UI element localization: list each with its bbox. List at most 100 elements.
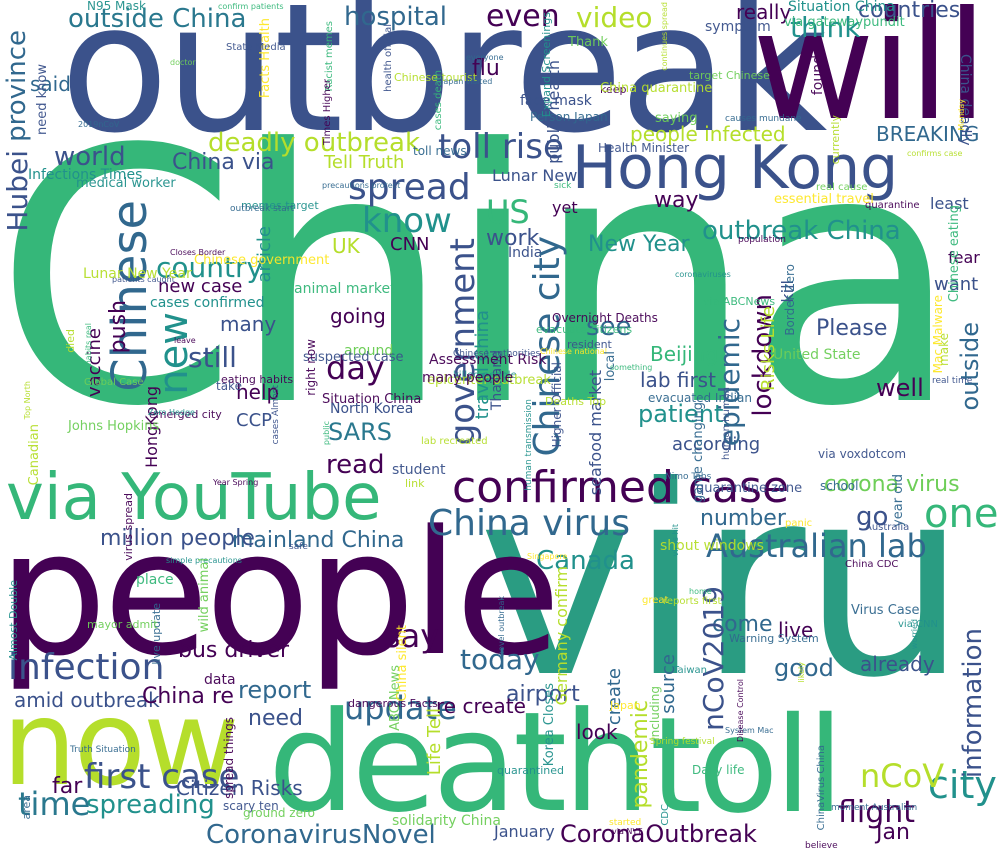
word-confirmed-case: confirmed case [452, 462, 790, 513]
small-word: Truth Situation [70, 745, 136, 755]
word-province: province [2, 30, 32, 142]
small-word: Health Minister [598, 141, 690, 155]
small-word: doctor [170, 58, 196, 67]
small-word: continues spread [660, 2, 669, 71]
word-amid-outbreak: amid outbreak [14, 688, 160, 712]
word-seafood-market: seafood market [586, 370, 605, 496]
small-word: Monday [957, 99, 966, 131]
small-word: China CDC [845, 559, 899, 570]
small-word: coronaviruses [675, 270, 731, 279]
word-flight: flight [838, 795, 916, 830]
word-new-year: New Year [588, 232, 690, 257]
small-word: United State [773, 347, 861, 363]
word-patient: patient [638, 400, 724, 428]
small-word: saying [655, 111, 698, 126]
small-word: health official [383, 24, 394, 92]
word-today: today [460, 643, 540, 676]
small-word: make [937, 333, 951, 366]
word-citizen-risks: Citizen Risks [176, 776, 303, 800]
small-word: reports first [663, 596, 722, 607]
small-word: solidarity China [392, 813, 501, 829]
small-word: many people [422, 370, 514, 386]
word-world: world [54, 142, 126, 172]
word-time: time [18, 785, 91, 823]
word-bus-driver: bus driver [178, 638, 290, 663]
word-breaking: BREAKING [876, 122, 980, 146]
word-countries: countries [858, 0, 961, 23]
small-word: game changing [691, 402, 706, 503]
word-corona-virus: corona virus [824, 472, 960, 497]
small-word: medical worker [76, 176, 176, 191]
small-word: Overnight Deaths [552, 311, 658, 325]
small-word: shout windows [660, 538, 764, 554]
word-look: look [576, 720, 618, 744]
small-word: link [405, 477, 425, 490]
word-people-infected: people infected [630, 122, 786, 146]
small-word: panic [785, 518, 813, 529]
small-word: patients caught [112, 275, 175, 284]
word-read: read [326, 450, 385, 480]
small-word: Australia [865, 522, 910, 533]
small-word: keep [600, 83, 627, 96]
small-word: via gatewaypundit [784, 15, 905, 30]
small-word: area [20, 795, 33, 820]
word-video: video [576, 1, 653, 34]
word-china: China [0, 75, 962, 483]
small-word: school [820, 479, 859, 493]
word-many: many [220, 312, 277, 336]
word-spread: spread [348, 167, 471, 208]
small-word: right now [304, 339, 318, 396]
small-word: N95 Mask [87, 0, 146, 13]
word-mainland-china: mainland China [232, 528, 405, 553]
small-word: Korea Closes [542, 683, 557, 767]
word-yet: yet [552, 198, 578, 217]
word-outside-china: outside China [68, 4, 247, 34]
small-word: Nimo Tabs [665, 472, 712, 482]
word-want: want [934, 274, 979, 295]
word-january: January [494, 822, 555, 841]
small-word: need know [35, 64, 50, 135]
word-new: new [151, 312, 197, 395]
word-outside: outside [956, 322, 984, 411]
small-word: killed people [453, 370, 517, 381]
word-see: see [586, 312, 632, 342]
small-word: precautions protect [322, 181, 401, 190]
small-word: via NYT [612, 827, 643, 836]
word-please: Please [816, 316, 888, 341]
small-word: data [204, 672, 236, 688]
small-word: target Chinese [689, 69, 770, 82]
small-word: ground zero [243, 806, 315, 820]
word-number: number [700, 506, 786, 531]
small-word: Lunar New Year [83, 266, 192, 282]
word-say: say [384, 617, 440, 655]
word-report: report [238, 676, 312, 704]
word-outbreak-china: outbreak China [702, 216, 901, 246]
word-beijing: Beijing [650, 342, 719, 366]
word-china-via: China via [172, 150, 275, 175]
small-word: real cause [816, 182, 868, 193]
small-word: great [642, 595, 669, 606]
small-word: moment Australian [831, 803, 918, 813]
word-china-virus: China virus [428, 503, 630, 544]
word-work: work [486, 226, 540, 251]
word-hong-kong: Hong Kong [572, 133, 899, 203]
word-ncov2019: nCoV2019 [697, 586, 730, 731]
word-india: India [508, 245, 543, 261]
small-word: suspected case [303, 350, 404, 365]
small-word: outbreak start [230, 204, 295, 214]
small-word: home [689, 587, 712, 596]
word-coronavirusnovel: CoronavirusNovel [206, 820, 436, 850]
word-via-youtube: via YouTube [6, 461, 382, 535]
word-face-mask: face mask [520, 93, 592, 109]
word-source: source [658, 654, 679, 714]
small-word: Warning System [729, 632, 819, 645]
word-airport: airport [506, 682, 580, 707]
word-create: create [604, 668, 625, 726]
word-outbreak: outbreak [60, 0, 827, 172]
small-word: Facts Health [258, 18, 273, 99]
small-word: quarantine zone [696, 481, 803, 496]
word-already: already [860, 652, 935, 676]
word-city: city [928, 763, 997, 807]
word-good: good [774, 654, 834, 682]
